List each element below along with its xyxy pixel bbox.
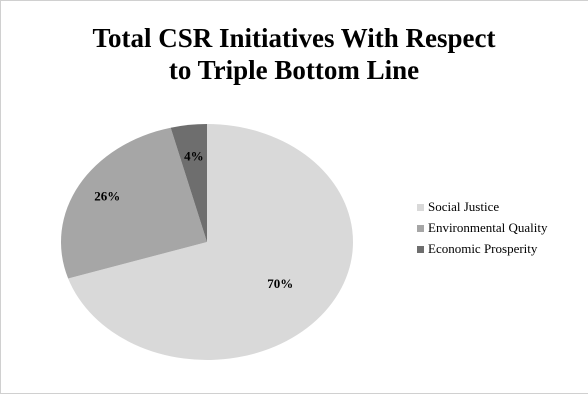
chart-title-line-2: to Triple Bottom Line — [168, 55, 420, 85]
chart-title-line-1: Total CSR Initiatives With Respect — [92, 23, 496, 53]
frame-border-top — [0, 0, 588, 1]
pie-slices — [61, 124, 353, 360]
chart-legend: Social Justice Environmental Quality Econo… — [417, 199, 548, 256]
data-label-social-justice: 70% — [267, 276, 293, 291]
legend-swatch-economic-prosperity — [417, 246, 424, 253]
data-label-economic-prosperity: 4% — [184, 149, 204, 164]
pie-slice-economic-prosperity — [170, 124, 207, 242]
data-label-environmental-quality: 26% — [94, 189, 120, 204]
legend-label-social-justice: Social Justice — [428, 199, 499, 214]
legend-label-environmental-quality: Environmental Quality — [428, 220, 548, 235]
pie-data-labels: 70% 26% 4% — [94, 149, 293, 291]
legend-label-economic-prosperity: Economic Prosperity — [428, 241, 538, 256]
pie-slice-environmental-quality — [61, 127, 208, 279]
chart-title: Total CSR Initiatives With Respect to Tr… — [0, 22, 588, 86]
pie-slice-social-justice — [68, 124, 353, 360]
legend-swatch-social-justice — [417, 204, 424, 211]
legend-swatch-environmental-quality — [417, 225, 424, 232]
frame-border-left — [0, 0, 1, 394]
